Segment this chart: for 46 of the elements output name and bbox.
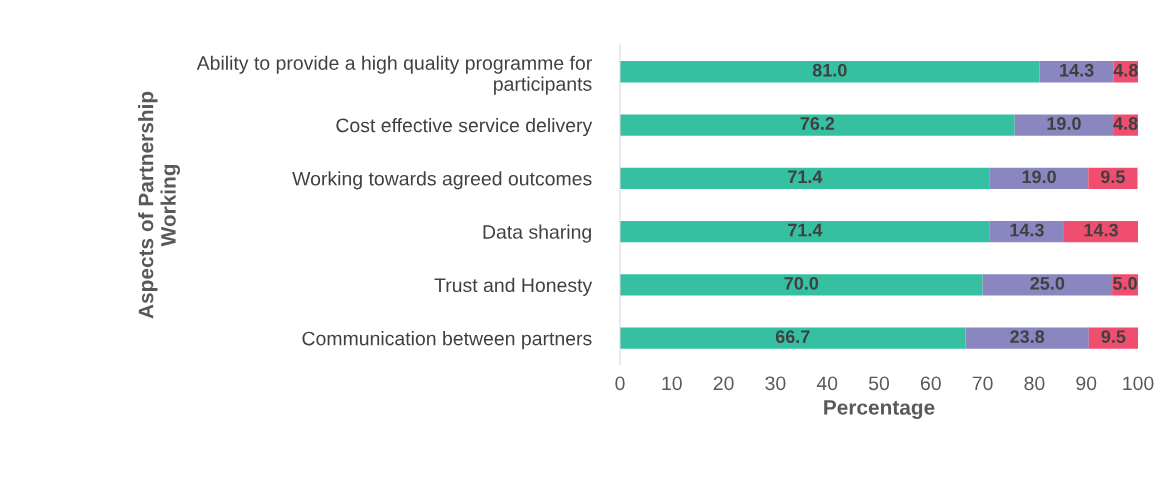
- data-label: 19.0: [1022, 170, 1056, 184]
- y-tick-label: Working towards agreed outcomes: [292, 171, 592, 190]
- bar: [982, 274, 1113, 296]
- bar: [619, 61, 1040, 83]
- data-label: 81.0: [812, 63, 847, 77]
- data-label: 9.5: [1101, 330, 1126, 344]
- data-label: 25.0: [1030, 276, 1065, 290]
- x-tick-label: 20: [713, 376, 734, 391]
- bar: [619, 220, 990, 243]
- data-label: 5.0: [1113, 276, 1137, 290]
- bar: [619, 274, 983, 296]
- data-label: 4.8: [1113, 63, 1138, 77]
- data-label: 71.4: [788, 170, 823, 183]
- y-tick-label: Ability to provide a high quality programme for participants: [196, 55, 592, 95]
- data-label: 19.0: [1047, 117, 1081, 130]
- y-axis-title: Aspects of Partnership Working: [138, 91, 181, 319]
- data-label: 23.8: [1010, 330, 1045, 344]
- data-label: 14.3: [1084, 223, 1118, 237]
- bar: [1014, 114, 1114, 136]
- data-label: 4.8: [1113, 117, 1138, 130]
- data-label: 70.0: [784, 276, 819, 290]
- x-tick-label: 60: [920, 376, 941, 391]
- x-tick-label: 30: [765, 376, 786, 391]
- x-tick-label: 10: [662, 376, 682, 391]
- x-tick-label: 100: [1123, 376, 1154, 391]
- y-tick-label: Cost effective service delivery: [336, 117, 593, 137]
- x-tick-label: 0: [615, 376, 625, 391]
- data-label: 9.5: [1100, 170, 1125, 184]
- y-tick-label: Data sharing: [483, 224, 591, 243]
- x-tick-label: 40: [816, 376, 838, 391]
- data-label: 76.2: [800, 117, 835, 130]
- data-label: 66.7: [775, 330, 810, 344]
- bar: [965, 327, 1089, 349]
- x-tick-label: 70: [972, 376, 993, 391]
- data-label: 14.3: [1060, 63, 1094, 77]
- data-label: 14.3: [1010, 223, 1044, 237]
- data-label: 71.4: [788, 223, 823, 237]
- bar: [619, 167, 990, 189]
- y-tick-label: Trust and Honesty: [434, 277, 593, 296]
- x-tick-label: 90: [1076, 376, 1097, 391]
- x-tick-label: 80: [1024, 376, 1045, 391]
- y-tick-label: Communication between partners: [302, 331, 592, 350]
- bar: [619, 327, 966, 349]
- bar: [619, 114, 1015, 136]
- x-tick-label: 50: [868, 376, 890, 391]
- x-axis-title: Percentage: [824, 400, 935, 420]
